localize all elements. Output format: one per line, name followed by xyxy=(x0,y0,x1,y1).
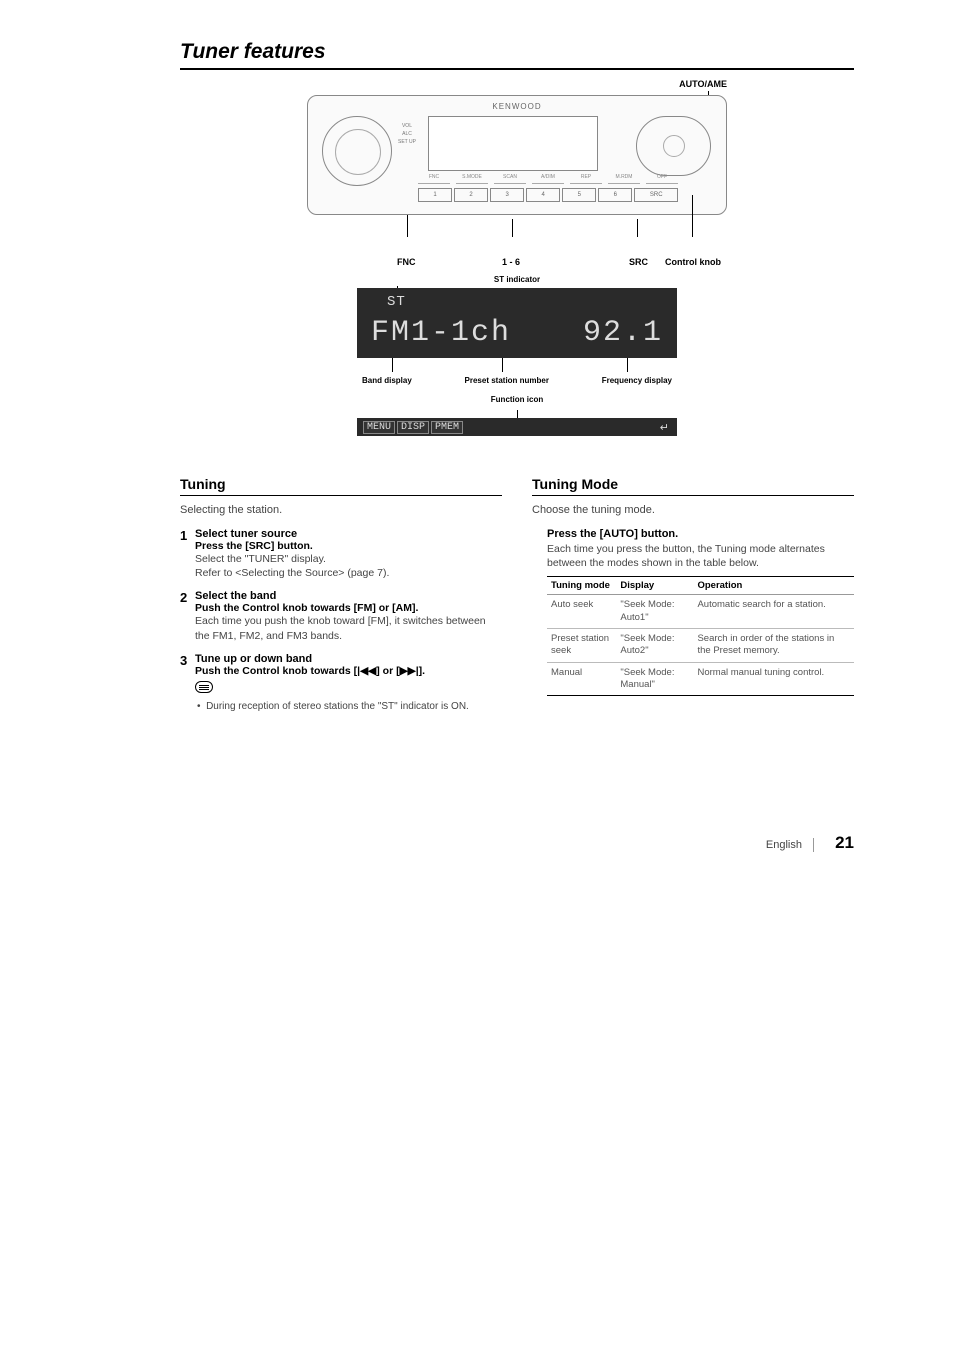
step-2: 2 Select the band Push the Control knob … xyxy=(180,590,502,642)
action-press-auto: Press the [AUTO] button. xyxy=(547,528,854,540)
col-tuning: Tuning Selecting the station. 1 Select t… xyxy=(180,476,502,723)
unit-diagram: AUTO/AME KENWOOD VOL ALC SET UP FNC S.MO… xyxy=(180,95,854,436)
unit-screen xyxy=(428,116,598,171)
function-button-row: FNC S.MODE SCAN A/DIM REP M.RDM OFF xyxy=(418,174,678,184)
intro-tuning: Selecting the station. xyxy=(180,504,502,516)
lcd-band-preset: FM1-1ch xyxy=(371,316,511,350)
note-text: • During reception of stereo stations th… xyxy=(195,700,502,714)
lcd-function-bar: MENU DISP PMEM ↵ xyxy=(357,418,677,436)
footer-page-number: 21 xyxy=(835,833,854,852)
footer-language: English xyxy=(766,839,802,851)
control-knob xyxy=(636,116,711,176)
lcd-frequency: 92.1 xyxy=(583,316,663,350)
label-st-indicator: ST indicator xyxy=(357,275,677,284)
table-row: Preset station seek "Seek Mode: Auto2" S… xyxy=(547,629,854,663)
lcd-main-display: ST FM1-1ch 92.1 xyxy=(357,288,677,358)
page-footer: English 21 xyxy=(180,833,854,853)
intro-tuning-mode: Choose the tuning mode. xyxy=(532,504,854,516)
step-1: 1 Select tuner source Press the [SRC] bu… xyxy=(180,528,502,580)
table-row: Manual "Seek Mode: Manual" Normal manual… xyxy=(547,662,854,696)
volume-dial xyxy=(322,116,392,186)
label-band-display: Band display xyxy=(362,376,412,385)
preset-button-row: 1 2 3 4 5 6 SRC xyxy=(418,188,678,202)
label-src: SRC xyxy=(629,257,648,267)
note-icon xyxy=(195,681,213,693)
label-presets: 1 - 6 xyxy=(502,257,520,267)
label-auto-ame: AUTO/AME xyxy=(679,79,727,89)
col-tuning-mode: Tuning Mode Choose the tuning mode. Pres… xyxy=(532,476,854,723)
label-control-knob: Control knob xyxy=(665,257,721,267)
section-title: Tuner features xyxy=(180,40,854,70)
label-function-icon: Function icon xyxy=(357,395,677,404)
desc-tuning-mode: Each time you press the button, the Tuni… xyxy=(547,542,854,570)
brand-text: KENWOOD xyxy=(492,102,541,111)
label-fnc: FNC xyxy=(397,257,416,267)
lcd-st-text: ST xyxy=(387,294,406,310)
heading-tuning-mode: Tuning Mode xyxy=(532,476,854,496)
heading-tuning: Tuning xyxy=(180,476,502,496)
dial-side-labels: VOL ALC SET UP xyxy=(398,122,416,146)
label-preset-number: Preset station number xyxy=(465,376,549,385)
tuning-mode-table: Tuning mode Display Operation Auto seek … xyxy=(547,576,854,696)
step-3: 3 Tune up or down band Push the Control … xyxy=(180,653,502,714)
label-frequency-display: Frequency display xyxy=(602,376,672,385)
table-row: Auto seek "Seek Mode: Auto1" Automatic s… xyxy=(547,595,854,629)
